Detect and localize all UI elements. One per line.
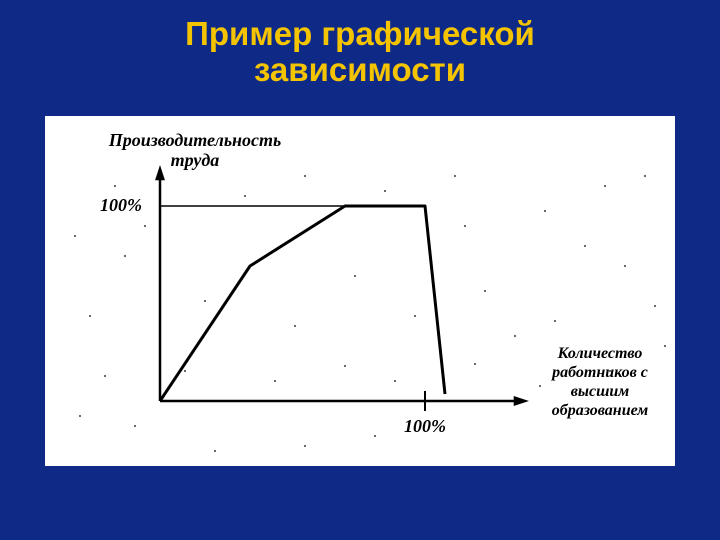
chart-svg: Производительностьтруда 100% 100% Количеств… bbox=[45, 116, 675, 466]
y-axis-label-1: Производительность bbox=[108, 130, 282, 150]
x-axis-label-4: образованием bbox=[552, 402, 649, 419]
y-axis-label-2: труда bbox=[171, 150, 220, 170]
x-axis-label-2: работников с bbox=[550, 364, 648, 381]
x-axis-label-3: высшим bbox=[571, 383, 630, 400]
chart-panel: Производительностьтруда 100% 100% Количеств… bbox=[45, 116, 675, 466]
x-tick-100: 100% bbox=[404, 416, 446, 436]
title-line-2: зависимости bbox=[254, 51, 466, 88]
title-line-1: Пример графической bbox=[185, 15, 535, 52]
x-axis-label-1: Количество bbox=[557, 345, 643, 362]
slide-title: Пример графической зависимости bbox=[0, 16, 720, 89]
y-tick-100: 100% bbox=[100, 195, 142, 215]
slide: Пример графической зависимости Производи… bbox=[0, 0, 720, 540]
